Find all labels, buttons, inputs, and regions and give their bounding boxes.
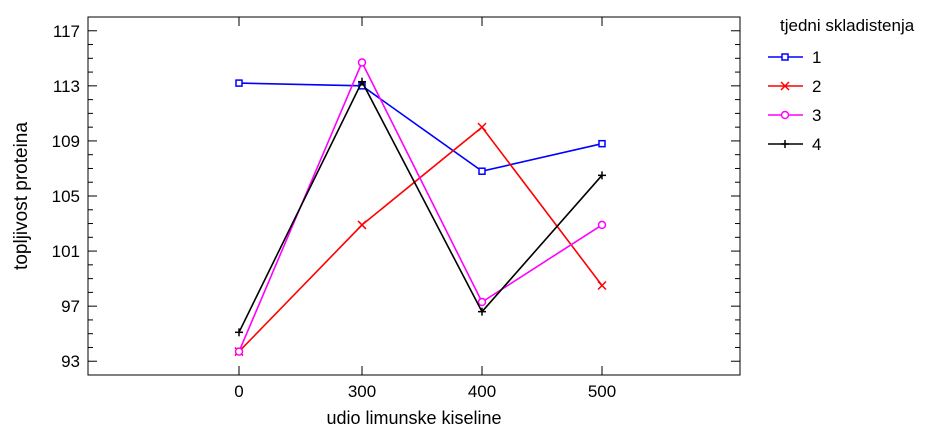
y-tick-label: 97 <box>61 297 80 316</box>
legend: tjedni skladistenja 1 2 3 4 <box>768 16 915 154</box>
legend-label-4: 4 <box>812 135 821 154</box>
series-line-1 <box>238 82 603 173</box>
data-point <box>597 280 607 291</box>
y-tick-label: 105 <box>52 187 80 206</box>
x-tick-label: 300 <box>348 382 376 401</box>
x-tick-label: 400 <box>468 382 496 401</box>
y-tick-label: 117 <box>53 22 80 41</box>
data-point <box>235 79 243 87</box>
data-point <box>234 347 244 356</box>
x-axis-label: udio limunske kiseline <box>326 408 501 428</box>
legend-marker-4 <box>781 140 789 148</box>
legend-title: tjedni skladistenja <box>780 16 915 35</box>
legend-marker-2 <box>780 81 790 91</box>
legend-marker-3 <box>780 110 790 120</box>
data-point <box>477 297 487 307</box>
y-tick-label: 113 <box>53 77 80 96</box>
y-axis: 93 97 101 105 109 113 117 <box>52 22 740 371</box>
legend-marker-1 <box>781 53 789 61</box>
series-line-2 <box>238 126 603 353</box>
data-point <box>235 328 243 337</box>
series-group <box>234 58 607 357</box>
legend-label-3: 3 <box>812 106 821 125</box>
legend-label-2: 2 <box>812 77 821 96</box>
plot-frame <box>87 16 741 376</box>
y-tick-label: 101 <box>52 242 80 261</box>
data-point <box>357 58 367 67</box>
y-axis-label: topljivost proteina <box>11 122 32 270</box>
x-axis: 0 300 400 500 <box>234 17 616 401</box>
data-point <box>477 122 487 132</box>
legend-label-1: 1 <box>812 48 821 67</box>
y-tick-label: 93 <box>61 352 80 371</box>
x-tick-label: 500 <box>588 382 616 401</box>
data-point <box>478 307 486 316</box>
data-point <box>598 171 606 180</box>
series-line-4 <box>238 79 603 333</box>
data-point <box>597 220 607 230</box>
data-point <box>358 77 366 86</box>
data-point <box>478 167 486 175</box>
data-point <box>357 220 367 230</box>
series-line-3 <box>238 60 603 352</box>
x-tick-label: 0 <box>234 382 243 401</box>
y-tick-label: 109 <box>52 132 80 151</box>
data-point <box>598 139 606 148</box>
